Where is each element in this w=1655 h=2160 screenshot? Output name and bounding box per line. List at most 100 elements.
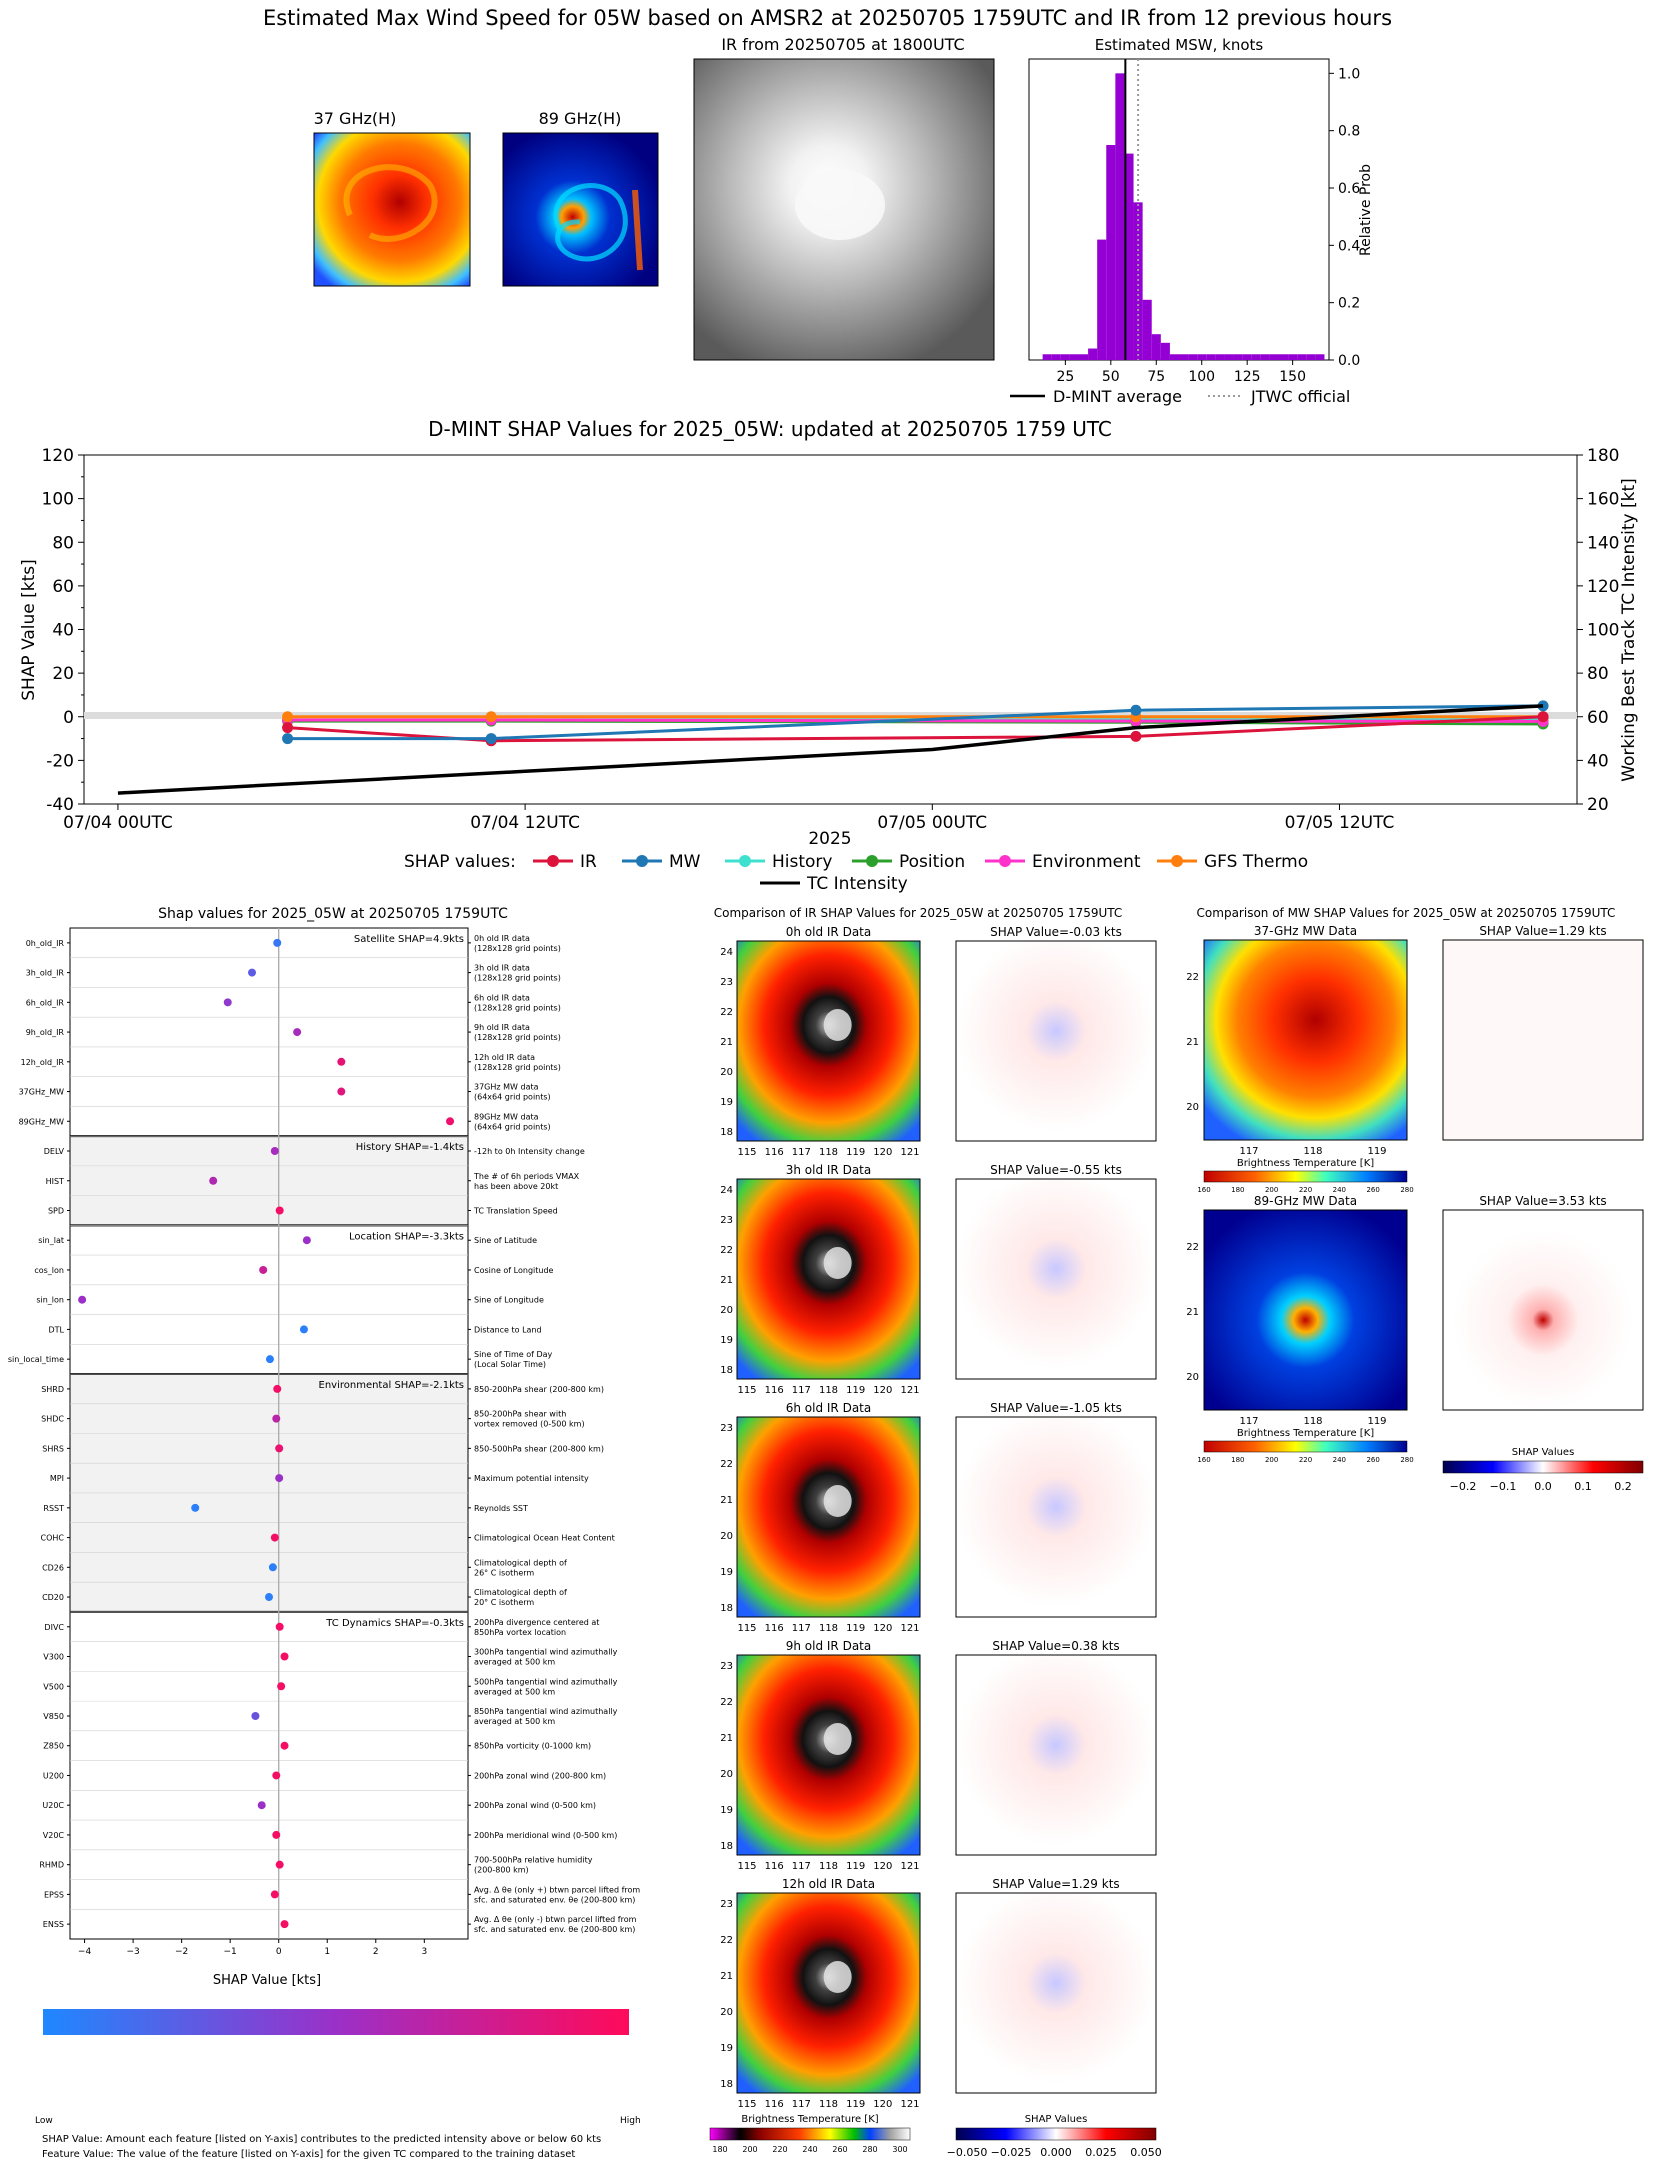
hist-ytick-label: 0.0 — [1338, 353, 1360, 369]
hist-xtick-label: 75 — [1147, 369, 1165, 385]
bee-feature-name: DTL — [48, 1325, 64, 1334]
ir-lat-label: 22 — [720, 1697, 733, 1708]
bee-title: Shap values for 2025_05W at 20250705 175… — [158, 906, 508, 922]
bee-feature-desc: (Local Solar Time) — [474, 1360, 546, 1369]
bee-feature-name: EPSS — [44, 1890, 64, 1899]
mw-shap-colorbar — [1443, 1461, 1643, 1473]
bee-group-label: Satellite SHAP=4.9kts — [354, 934, 464, 945]
bee-feature-name: U200 — [43, 1771, 64, 1780]
ts-ytick-label: 120 — [42, 446, 74, 466]
hist-ytick-label: 0.4 — [1338, 238, 1360, 254]
ir-lon-label: 120 — [873, 1623, 892, 1634]
ir-lat-label: 22 — [720, 1935, 733, 1946]
bee-feature-name: MPI — [50, 1474, 64, 1483]
mw-cb-tick: 180 — [1231, 1456, 1244, 1464]
bee-dot-SHDC — [272, 1415, 280, 1423]
bee-feature-desc: 0h old IR data — [474, 934, 530, 943]
bee-feature-desc: (128x128 grid points) — [474, 1063, 561, 1072]
shap-time-frame — [84, 455, 1577, 804]
bee-dot-cos_lon — [259, 1266, 267, 1274]
mw-lat-label: 21 — [1186, 1307, 1199, 1318]
ir-lon-label: 119 — [846, 1385, 865, 1396]
bee-dot-COHC — [271, 1534, 279, 1542]
ir-cb-tick: 300 — [892, 2145, 907, 2154]
ir-lat-label: 18 — [720, 1603, 733, 1614]
ir-comparison: Comparison of IR SHAP Values for 2025_05… — [690, 900, 1180, 2158]
bee-feature-desc: 37GHz MW data — [474, 1083, 539, 1092]
mw-cb-tick: 200 — [1265, 1186, 1278, 1194]
bee-feature-name: V300 — [43, 1653, 64, 1662]
hist-bar-22 — [1243, 354, 1252, 360]
ir-bt-image — [737, 941, 920, 1141]
ir-lon-label: 121 — [900, 2099, 919, 2110]
ir-lat-label: 23 — [720, 1661, 733, 1672]
ir-cb-tick: 260 — [832, 2145, 847, 2154]
hist-bar-6 — [1097, 240, 1106, 360]
ir-lat-label: 18 — [720, 1365, 733, 1376]
bee-feature-name: sin_lat — [38, 1236, 64, 1245]
ir-lat-label: 21 — [720, 1971, 733, 1982]
ir-lat-label: 19 — [720, 2043, 733, 2054]
ir-row-title: 0h old IR Data — [786, 925, 872, 939]
bee-group-label: Location SHAP=-3.3kts — [349, 1231, 464, 1242]
bee-feature-name: cos_lon — [34, 1266, 64, 1275]
ir-lon-label: 117 — [792, 1147, 811, 1158]
ir-lat-label: 24 — [720, 947, 733, 958]
bee-note-2: Feature Value: The value of the feature … — [42, 2149, 575, 2160]
ir-cb-tick: 220 — [772, 2145, 787, 2154]
bee-dot-CD20 — [265, 1593, 273, 1601]
bee-feature-name: Z850 — [43, 1742, 64, 1751]
bee-feature-desc: (128x128 grid points) — [474, 974, 561, 983]
bee-xtick-label: −2 — [175, 1947, 188, 1957]
ts-ytick-right-label: 180 — [1587, 446, 1619, 466]
mw-cb-tick: 160 — [1197, 1186, 1210, 1194]
bee-dot-DIVC — [276, 1623, 284, 1631]
bee-dot-V500 — [277, 1682, 285, 1690]
ir-lat-label: 19 — [720, 1805, 733, 1816]
ir-cb-tick: 200 — [742, 2145, 757, 2154]
ir-lat-label: 20 — [720, 1769, 733, 1780]
ir-lon-label: 118 — [819, 1385, 838, 1396]
bee-feature-desc: 850hPa vorticity (0-1000 km) — [474, 1742, 591, 1751]
mw-shap-cb-tick: −0.1 — [1490, 1480, 1517, 1493]
bee-feature-name: 12h_old_IR — [21, 1058, 65, 1067]
ir-lat-label: 23 — [720, 1899, 733, 1910]
mw-shap-cb-tick: 0.1 — [1574, 1480, 1592, 1493]
bee-feature-desc: (64x64 grid points) — [474, 1122, 551, 1131]
ts-ytick-right-label: 100 — [1587, 621, 1619, 641]
mw-cb-tick: 220 — [1299, 1456, 1312, 1464]
ts-ytick-label: 100 — [42, 490, 74, 510]
mw-lon-label: 117 — [1239, 1416, 1258, 1427]
mw37-title: 37 GHz(H) — [314, 109, 397, 128]
legend-label-1: MW — [669, 852, 701, 872]
legend-dmint-label: D-MINT average — [1053, 387, 1182, 406]
bee-feature-desc: TC Translation Speed — [473, 1206, 558, 1215]
ir-lat-label: 18 — [720, 1127, 733, 1138]
bee-feature-desc: averaged at 500 km — [474, 1717, 555, 1726]
ir-lon-label: 119 — [846, 2099, 865, 2110]
bee-dot-MPI — [275, 1474, 283, 1482]
mw-cb-tick: 160 — [1197, 1456, 1210, 1464]
bee-feature-name: SHRD — [41, 1385, 64, 1394]
mw-cb-label: Brightness Temperature [K] — [1237, 1428, 1374, 1439]
hist-bar-17 — [1197, 354, 1206, 360]
hist-ylabel: Relative Prob — [1358, 164, 1374, 256]
ir-lon-label: 117 — [792, 1623, 811, 1634]
hist-bar-2 — [1061, 354, 1070, 360]
bee-xtick-label: −3 — [126, 1947, 139, 1957]
mw89-title: 89 GHz(H) — [539, 109, 622, 128]
mw-shap-title: SHAP Value=1.29 kts — [1479, 924, 1606, 938]
ir-lon-label: 115 — [737, 2099, 756, 2110]
bee-feature-desc: 850hPa tangential wind azimuthally — [474, 1707, 618, 1716]
bee-dot-89GHz_MW — [446, 1117, 454, 1125]
ir-row-title: 3h old IR Data — [786, 1163, 872, 1177]
beeswarm-chart: Shap values for 2025_05W at 20250705 175… — [0, 900, 690, 2158]
legend-marker-3 — [866, 855, 878, 867]
bee-dot-ENSS — [281, 1920, 289, 1928]
ts-xtick-label: 07/05 00UTC — [877, 813, 987, 833]
bee-xtick-label: 2 — [373, 1947, 379, 1957]
shap-time-xlabel: 2025 — [808, 829, 851, 849]
bee-feature-desc: 700-500hPa relative humidity — [474, 1856, 593, 1865]
ir-lon-label: 121 — [900, 1861, 919, 1872]
bee-dot-DTL — [300, 1325, 308, 1333]
